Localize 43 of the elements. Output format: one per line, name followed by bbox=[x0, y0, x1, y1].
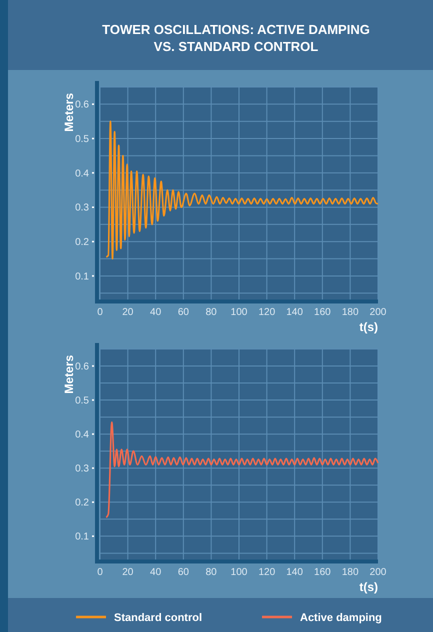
legend-label: Standard control bbox=[114, 612, 202, 624]
x-tick-label: 100 bbox=[230, 567, 248, 578]
x-axis-title: t(s) bbox=[359, 320, 378, 334]
y-tick-label: 0.5 bbox=[75, 396, 90, 407]
x-tick-label: 60 bbox=[178, 567, 190, 578]
x-tick-label: 180 bbox=[342, 307, 359, 318]
x-tick-label: 100 bbox=[230, 307, 248, 318]
y-tick-label: 0.1 bbox=[75, 532, 90, 543]
y-axis-title: Meters bbox=[62, 354, 76, 394]
y-tick-label: 0.4 bbox=[75, 168, 90, 180]
y-tick-label: 0.1 bbox=[75, 271, 90, 282]
x-tick-label: 80 bbox=[206, 307, 218, 318]
line-series bbox=[105, 120, 379, 260]
x-tick-label: 80 bbox=[206, 567, 218, 578]
y-tick-label: 0.6 bbox=[75, 362, 90, 373]
x-tick-label: 0 bbox=[97, 307, 104, 318]
line-series bbox=[105, 421, 379, 518]
x-tick-label: 0 bbox=[97, 567, 104, 578]
x-tick-label: 20 bbox=[122, 567, 134, 578]
x-tick-label: 20 bbox=[122, 307, 134, 318]
y-tick-label: 0.4 bbox=[75, 430, 90, 441]
x-tick-label: 180 bbox=[342, 567, 359, 578]
x-tick-label: 40 bbox=[150, 307, 162, 318]
x-tick-label: 200 bbox=[370, 567, 387, 578]
legend-label: Active damping bbox=[300, 612, 382, 624]
x-tick-label: 120 bbox=[258, 567, 276, 578]
x-tick-label: 160 bbox=[314, 307, 332, 318]
x-axis-title: t(s) bbox=[359, 580, 378, 594]
y-tick-label: 0.6 bbox=[75, 100, 90, 111]
y-tick-label: 0.3 bbox=[75, 202, 90, 214]
y-tick-label: 0.5 bbox=[75, 134, 90, 146]
chart-title: TOWER OSCILLATIONS: ACTIVE DAMPING VS. STANDARD CONTROL bbox=[102, 22, 370, 54]
x-tick-label: 140 bbox=[286, 567, 304, 578]
x-tick-label: 160 bbox=[314, 567, 332, 578]
x-tick-label: 40 bbox=[150, 567, 162, 578]
x-tick-label: 200 bbox=[370, 307, 387, 318]
y-axis-title: Meters bbox=[62, 92, 76, 132]
y-tick-label: 0.2 bbox=[75, 237, 90, 248]
x-tick-label: 60 bbox=[178, 307, 190, 318]
y-tick-label: 0.2 bbox=[75, 498, 90, 509]
x-tick-label: 120 bbox=[258, 307, 276, 318]
x-tick-label: 140 bbox=[286, 307, 304, 318]
y-tick-label: 0.3 bbox=[75, 464, 90, 475]
